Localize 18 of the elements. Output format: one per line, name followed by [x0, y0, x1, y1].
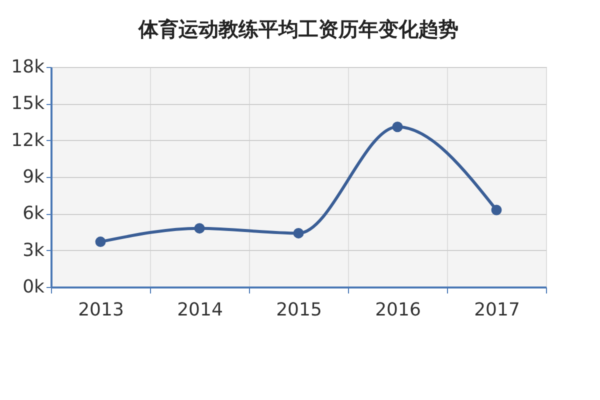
y-tick-label: 3k — [22, 240, 46, 261]
point — [392, 122, 403, 132]
y-tick-label: 9k — [22, 166, 46, 188]
x-tick-label: 2015 — [276, 300, 322, 320]
y-tick-label: 15k — [11, 93, 46, 114]
x-tick-label: 2014 — [177, 300, 223, 320]
y-tick-label: 0k — [22, 276, 46, 298]
point — [95, 236, 106, 248]
x-tick-label: 2016 — [375, 300, 421, 320]
chart-title: 体育运动教练平均工资历年变化趋势 — [138, 18, 458, 41]
y-tick-label: 18k — [11, 56, 46, 78]
point — [293, 228, 304, 238]
point — [491, 204, 502, 216]
y-tick-label: 12k — [11, 130, 46, 151]
point — [194, 223, 205, 234]
x-tick-label: 2017 — [474, 300, 520, 320]
x-tick-label: 2013 — [78, 300, 124, 320]
y-tick-label: 6k — [22, 203, 46, 224]
